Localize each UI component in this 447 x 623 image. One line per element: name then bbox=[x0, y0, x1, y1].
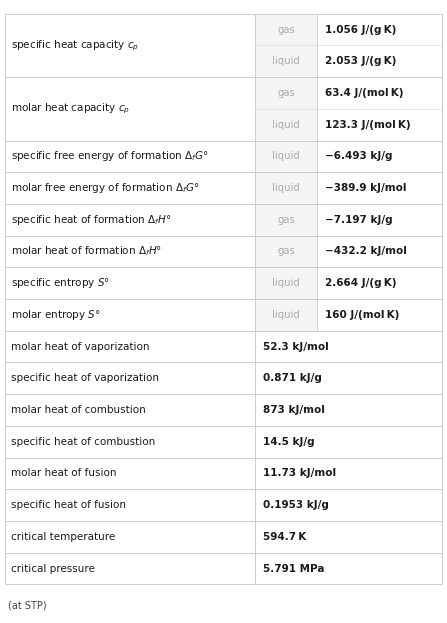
Text: −432.2 kJ/mol: −432.2 kJ/mol bbox=[325, 247, 407, 257]
Bar bbox=[5, 204, 442, 235]
Text: specific heat of vaporization: specific heat of vaporization bbox=[11, 373, 159, 383]
Bar bbox=[5, 426, 442, 457]
Text: molar heat of vaporization: molar heat of vaporization bbox=[11, 341, 150, 351]
Text: 160 J/(mol K): 160 J/(mol K) bbox=[325, 310, 400, 320]
Bar bbox=[255, 172, 317, 204]
Text: 5.791 MPa: 5.791 MPa bbox=[263, 564, 325, 574]
Text: gas: gas bbox=[277, 24, 295, 34]
Text: 123.3 J/(mol K): 123.3 J/(mol K) bbox=[325, 120, 411, 130]
Text: gas: gas bbox=[277, 247, 295, 257]
Bar bbox=[5, 141, 442, 172]
Text: liquid: liquid bbox=[272, 183, 300, 193]
Text: 0.871 kJ/g: 0.871 kJ/g bbox=[263, 373, 322, 383]
Bar bbox=[5, 299, 442, 331]
Text: 63.4 J/(mol K): 63.4 J/(mol K) bbox=[325, 88, 404, 98]
Text: liquid: liquid bbox=[272, 278, 300, 288]
Bar bbox=[5, 363, 442, 394]
Bar bbox=[255, 77, 317, 109]
Text: liquid: liquid bbox=[272, 120, 300, 130]
Text: (at STP): (at STP) bbox=[8, 601, 46, 611]
Text: molar heat of fusion: molar heat of fusion bbox=[11, 468, 117, 478]
Bar bbox=[255, 204, 317, 235]
Bar bbox=[255, 141, 317, 172]
Text: specific heat of fusion: specific heat of fusion bbox=[11, 500, 126, 510]
Bar bbox=[5, 77, 442, 141]
Text: specific heat of combustion: specific heat of combustion bbox=[11, 437, 156, 447]
Bar bbox=[5, 394, 442, 426]
Text: 11.73 kJ/mol: 11.73 kJ/mol bbox=[263, 468, 336, 478]
Text: specific heat capacity $c_p$: specific heat capacity $c_p$ bbox=[11, 38, 139, 52]
Bar bbox=[5, 331, 442, 363]
Text: molar free energy of formation $\Delta_f G$°: molar free energy of formation $\Delta_f… bbox=[11, 181, 200, 195]
Text: 2.053 J/(g K): 2.053 J/(g K) bbox=[325, 56, 397, 66]
Text: 594.7 K: 594.7 K bbox=[263, 532, 306, 542]
Bar bbox=[5, 489, 442, 521]
Text: gas: gas bbox=[277, 215, 295, 225]
Text: 873 kJ/mol: 873 kJ/mol bbox=[263, 405, 325, 415]
Text: −389.9 kJ/mol: −389.9 kJ/mol bbox=[325, 183, 407, 193]
Text: specific free energy of formation $\Delta_f G$°: specific free energy of formation $\Delt… bbox=[11, 150, 209, 163]
Bar bbox=[5, 457, 442, 489]
Text: specific heat of formation $\Delta_f H$°: specific heat of formation $\Delta_f H$° bbox=[11, 213, 172, 227]
Text: specific entropy $S$°: specific entropy $S$° bbox=[11, 276, 110, 290]
Text: molar heat of combustion: molar heat of combustion bbox=[11, 405, 146, 415]
Bar bbox=[255, 299, 317, 331]
Text: 14.5 kJ/g: 14.5 kJ/g bbox=[263, 437, 315, 447]
Bar bbox=[5, 553, 442, 584]
Text: molar heat of formation $\Delta_f H$°: molar heat of formation $\Delta_f H$° bbox=[11, 245, 162, 259]
Text: gas: gas bbox=[277, 88, 295, 98]
Text: molar heat capacity $c_p$: molar heat capacity $c_p$ bbox=[11, 102, 130, 116]
Text: −7.197 kJ/g: −7.197 kJ/g bbox=[325, 215, 393, 225]
Bar bbox=[255, 267, 317, 299]
Bar bbox=[5, 267, 442, 299]
Bar bbox=[255, 109, 317, 141]
Text: 52.3 kJ/mol: 52.3 kJ/mol bbox=[263, 341, 329, 351]
Text: liquid: liquid bbox=[272, 151, 300, 161]
Text: −6.493 kJ/g: −6.493 kJ/g bbox=[325, 151, 393, 161]
Bar bbox=[255, 45, 317, 77]
Text: 2.664 J/(g K): 2.664 J/(g K) bbox=[325, 278, 397, 288]
Text: 0.1953 kJ/g: 0.1953 kJ/g bbox=[263, 500, 329, 510]
Bar bbox=[5, 235, 442, 267]
Bar bbox=[5, 14, 442, 77]
Text: liquid: liquid bbox=[272, 310, 300, 320]
Bar bbox=[5, 521, 442, 553]
Bar bbox=[5, 172, 442, 204]
Text: 1.056 J/(g K): 1.056 J/(g K) bbox=[325, 24, 397, 34]
Text: liquid: liquid bbox=[272, 56, 300, 66]
Bar bbox=[255, 235, 317, 267]
Text: critical temperature: critical temperature bbox=[11, 532, 115, 542]
Text: molar entropy $S$°: molar entropy $S$° bbox=[11, 308, 101, 322]
Text: critical pressure: critical pressure bbox=[11, 564, 95, 574]
Bar bbox=[255, 14, 317, 45]
